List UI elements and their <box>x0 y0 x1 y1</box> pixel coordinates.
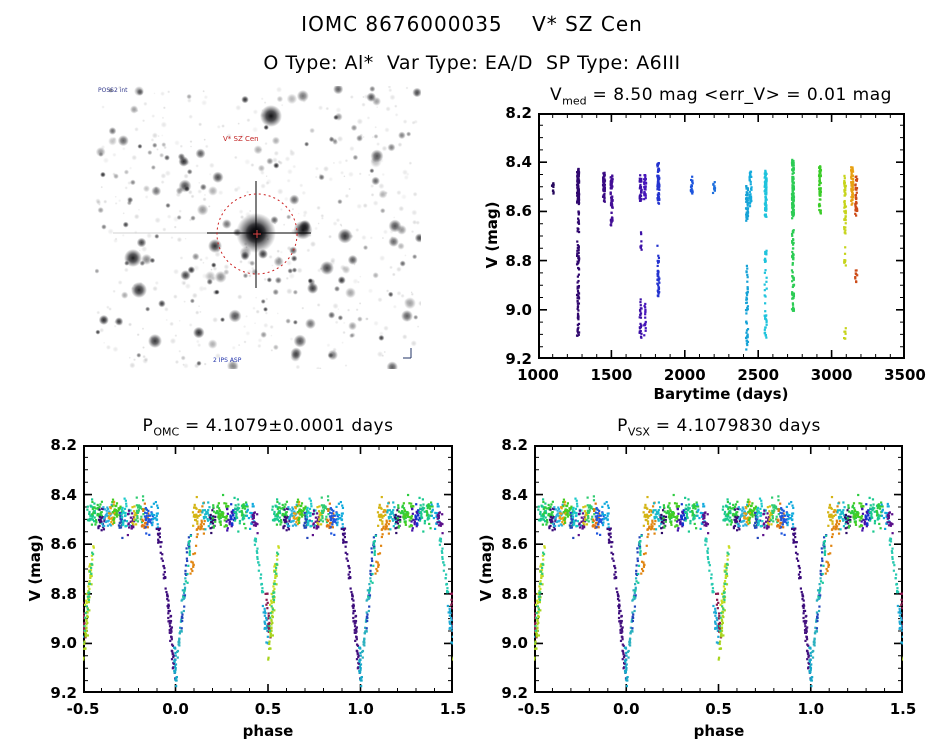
y-tick-label: 8.2 <box>505 104 532 122</box>
finder-footer-label: 2 IPS ASP <box>213 357 242 364</box>
x-tick-label: 3000 <box>810 366 853 384</box>
y-tick-label: 8.6 <box>501 535 528 554</box>
finder-survey-label: POSS2 int <box>98 87 128 94</box>
title-subscript: VSX <box>627 425 650 439</box>
phase-omc-xlabel: phase <box>242 722 294 740</box>
finder-star-label: V* SZ Cen <box>223 135 259 143</box>
timeseries-plot <box>538 113 905 359</box>
y-tick-label: 8.4 <box>501 485 528 504</box>
timeseries-xlabel: Barytime (days) <box>653 385 789 403</box>
title-rest: = 4.1079±0.0001 days <box>179 416 394 436</box>
y-tick-label: 9.0 <box>50 634 77 653</box>
y-tick-label: 8.4 <box>505 153 532 172</box>
y-tick-label: 9.2 <box>505 350 532 368</box>
x-tick-label: 1.0 <box>797 700 825 718</box>
timeseries-title: Vmed = 8.50 mag <err_V> = 0.01 mag <box>521 85 921 107</box>
x-tick-label: 0.5 <box>705 700 732 718</box>
y-tick-label: 9.2 <box>50 684 77 702</box>
y-tick-label: 9.0 <box>501 634 528 653</box>
y-tick-label: 8.4 <box>50 485 77 504</box>
x-tick-label: -0.5 <box>66 700 100 718</box>
y-tick-label: 9.0 <box>505 300 532 319</box>
x-tick-label: 1500 <box>590 366 633 384</box>
y-tick-label: 9.2 <box>501 684 528 702</box>
lightcurve-time-panel: Vmed = 8.50 mag <err_V> = 0.01 mag V (ma… <box>455 85 944 410</box>
finder-chart-image <box>95 86 421 369</box>
title-subscript: med <box>562 94 587 108</box>
x-tick-label: 1.5 <box>889 700 917 718</box>
x-tick-label: 2500 <box>737 366 780 384</box>
x-tick-label: 0.0 <box>612 700 640 718</box>
phase-vsx-panel: PVSX = 4.1079830 days V (mag) phase -0.5… <box>451 410 926 747</box>
page-subtitle: O Type: Al* Var Type: EA/D SP Type: A6II… <box>263 52 681 74</box>
finder-chart-panel: POSS2 int V* SZ Cen 2 IPS ASP <box>95 86 421 369</box>
y-tick-label: 8.8 <box>505 251 532 270</box>
y-tick-label: 8.2 <box>501 436 528 454</box>
title-rest: = 4.1079830 days <box>649 416 821 436</box>
x-tick-label: 3500 <box>884 366 926 384</box>
x-tick-label: 0.5 <box>254 700 282 718</box>
title-base: P <box>142 416 154 436</box>
x-tick-label: 0.0 <box>162 700 189 718</box>
phase-omc-panel: POMC = 4.1079±0.0001 days V (mag) phase … <box>0 410 475 747</box>
y-tick-label: 8.2 <box>50 436 77 454</box>
x-tick-label: 1000 <box>517 366 559 384</box>
x-tick-label: 1.5 <box>439 700 467 718</box>
title-base: P <box>617 416 628 436</box>
page-title: IOMC 8676000035 V* SZ Cen <box>301 12 643 36</box>
phase-omc-title: POMC = 4.1079±0.0001 days <box>68 416 468 438</box>
x-tick-label: 2000 <box>663 366 706 384</box>
phase-omc-plot <box>83 445 453 693</box>
y-tick-label: 8.8 <box>501 584 528 603</box>
y-tick-label: 8.6 <box>50 535 77 554</box>
phase-vsx-plot <box>534 445 903 693</box>
title-rest: = 8.50 mag <err_V> = 0.01 mag <box>586 85 892 105</box>
title-subscript: OMC <box>153 425 180 439</box>
x-tick-label: -0.5 <box>517 700 551 718</box>
x-tick-label: 1.0 <box>347 700 374 718</box>
phase-vsx-xlabel: phase <box>693 722 745 740</box>
phase-vsx-title: PVSX = 4.1079830 days <box>519 416 919 438</box>
y-tick-label: 8.6 <box>505 202 532 221</box>
title-base: V <box>550 85 563 105</box>
y-tick-label: 8.8 <box>50 584 77 603</box>
